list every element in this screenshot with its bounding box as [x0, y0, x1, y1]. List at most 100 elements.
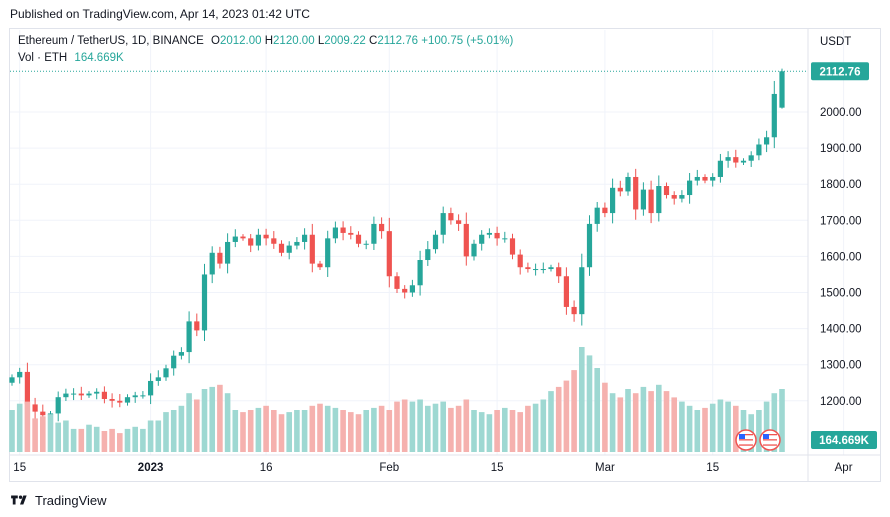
volume-bar[interactable]: [679, 401, 685, 452]
candle-body[interactable]: [740, 160, 747, 163]
volume-bar[interactable]: [301, 410, 308, 452]
volume-bar[interactable]: [455, 405, 462, 452]
volume-bar[interactable]: [309, 405, 316, 452]
volume-bar[interactable]: [548, 391, 554, 452]
volume-bar[interactable]: [540, 399, 547, 453]
volume-bar[interactable]: [86, 424, 92, 452]
volume-bar[interactable]: [355, 414, 362, 452]
volume-bar[interactable]: [663, 391, 670, 452]
volume-bar[interactable]: [55, 422, 61, 452]
volume-bar[interactable]: [563, 380, 570, 452]
candle-body[interactable]: [456, 220, 462, 224]
currency-label[interactable]: USDT: [820, 36, 851, 48]
candle-body[interactable]: [109, 398, 115, 401]
volume-bar[interactable]: [432, 403, 439, 452]
volume-bar[interactable]: [224, 393, 231, 452]
volume-bar[interactable]: [32, 418, 38, 452]
volume-bar[interactable]: [93, 426, 100, 452]
candle-body[interactable]: [610, 187, 616, 214]
volume-bar[interactable]: [109, 428, 115, 452]
candle-body[interactable]: [363, 243, 369, 245]
volume-bar[interactable]: [579, 347, 585, 452]
volume-bar[interactable]: [271, 410, 277, 452]
volume-bar[interactable]: [632, 393, 639, 452]
volume-bar[interactable]: [47, 414, 54, 452]
candle-body[interactable]: [563, 276, 569, 307]
volume-bar[interactable]: [324, 405, 331, 452]
candle-body[interactable]: [40, 411, 46, 416]
candle-body[interactable]: [602, 207, 608, 214]
candle-body[interactable]: [171, 355, 177, 369]
volume-bar[interactable]: [532, 403, 539, 452]
candle-body[interactable]: [509, 238, 516, 255]
candle-body[interactable]: [379, 223, 385, 232]
volume-bar[interactable]: [478, 412, 485, 452]
volume-bar[interactable]: [348, 412, 354, 452]
candle-body[interactable]: [78, 393, 84, 396]
volume-bar[interactable]: [509, 410, 516, 452]
candle-body[interactable]: [140, 395, 146, 397]
volume-bar[interactable]: [247, 410, 254, 452]
volume-bar[interactable]: [602, 382, 608, 452]
candle-body[interactable]: [355, 234, 362, 244]
candle-body[interactable]: [124, 397, 131, 403]
chart-frame[interactable]: [9, 28, 881, 482]
candle-body[interactable]: [502, 238, 508, 240]
candle-body[interactable]: [278, 243, 285, 253]
volume-bar[interactable]: [409, 401, 416, 452]
candle-body[interactable]: [640, 189, 646, 210]
candle-body[interactable]: [394, 276, 400, 289]
candle-body[interactable]: [471, 243, 477, 257]
candle-body[interactable]: [163, 368, 169, 378]
volume-bar[interactable]: [671, 397, 677, 452]
volume-bar[interactable]: [78, 428, 85, 452]
volume-bar[interactable]: [209, 386, 215, 452]
volume-bar[interactable]: [286, 412, 292, 452]
candle-body[interactable]: [386, 231, 392, 277]
volume-bar[interactable]: [763, 401, 770, 452]
candle-body[interactable]: [633, 176, 639, 210]
candle-body[interactable]: [217, 252, 223, 264]
candle-body[interactable]: [32, 404, 38, 412]
volume-bar[interactable]: [132, 426, 138, 452]
candle-body[interactable]: [671, 195, 677, 199]
candle-body[interactable]: [625, 176, 631, 192]
volume-bar[interactable]: [425, 405, 431, 452]
candle-body[interactable]: [479, 234, 485, 244]
candle-body[interactable]: [55, 397, 61, 414]
volume-bar[interactable]: [178, 405, 185, 452]
volume-bar[interactable]: [463, 399, 470, 453]
volume-bar[interactable]: [517, 412, 523, 452]
volume-bar[interactable]: [317, 403, 323, 452]
volume-bar[interactable]: [101, 431, 108, 452]
volume-bar[interactable]: [394, 401, 400, 452]
candle-body[interactable]: [486, 232, 492, 235]
candle-body[interactable]: [9, 377, 15, 383]
volume-bar[interactable]: [440, 401, 446, 452]
volume-bar[interactable]: [186, 393, 192, 452]
candle-body[interactable]: [101, 391, 107, 399]
volume-bar[interactable]: [694, 410, 701, 452]
candle-body[interactable]: [702, 176, 708, 181]
candle-body[interactable]: [432, 234, 439, 250]
candle-body[interactable]: [86, 393, 92, 396]
volume-bar[interactable]: [40, 416, 46, 452]
volume-bar[interactable]: [340, 410, 346, 452]
tradingview-footer[interactable]: TradingView: [10, 490, 107, 510]
volume-bar[interactable]: [294, 410, 300, 452]
volume-bar[interactable]: [486, 414, 493, 452]
volume-bar[interactable]: [201, 389, 208, 452]
candle-body[interactable]: [132, 395, 138, 398]
candle-body[interactable]: [255, 234, 261, 246]
candle-body[interactable]: [648, 189, 654, 214]
volume-bar[interactable]: [232, 410, 239, 452]
volume-bar[interactable]: [656, 384, 662, 452]
candle-body[interactable]: [317, 263, 323, 268]
candle-body[interactable]: [232, 236, 238, 242]
volume-bar[interactable]: [609, 393, 616, 452]
volume-bar[interactable]: [617, 397, 624, 452]
volume-bar[interactable]: [194, 399, 200, 453]
volume-bar[interactable]: [363, 410, 369, 452]
candle-body[interactable]: [417, 260, 423, 286]
volume-bar[interactable]: [378, 405, 385, 452]
